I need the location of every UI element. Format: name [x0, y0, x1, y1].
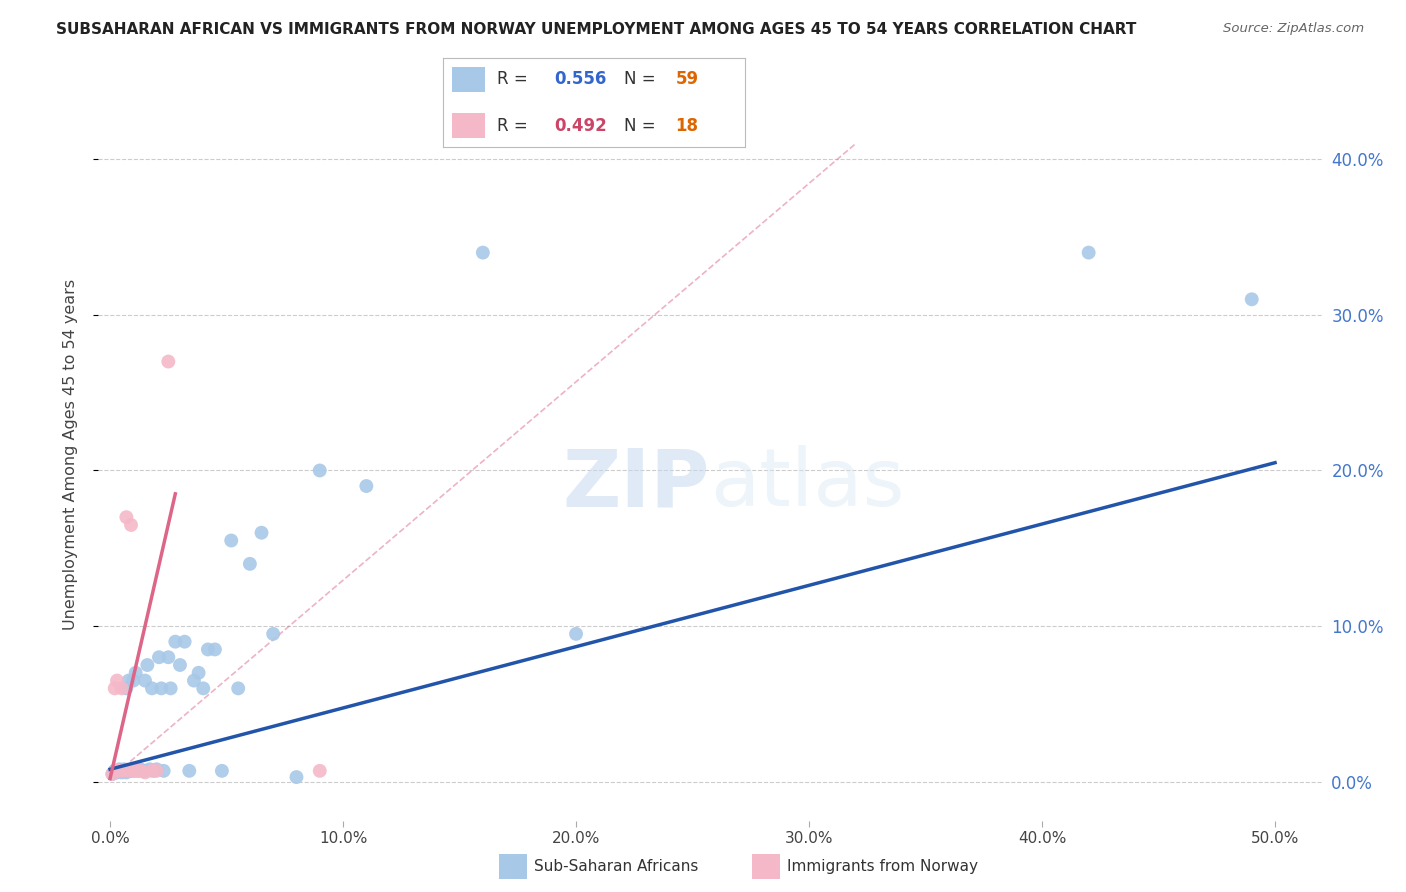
- Bar: [451, 67, 485, 92]
- Point: [193, 681, 215, 696]
- Point: [122, 673, 145, 688]
- Point: [145, 764, 167, 778]
- Point: [101, 767, 124, 781]
- Point: [108, 764, 131, 778]
- Point: [105, 765, 128, 780]
- Text: R =: R =: [498, 70, 533, 88]
- Point: [565, 627, 588, 641]
- Point: [134, 673, 156, 688]
- Point: [111, 764, 134, 778]
- Point: [127, 764, 149, 778]
- Text: ZIP: ZIP: [562, 445, 710, 524]
- Point: [159, 681, 181, 696]
- Point: [129, 762, 152, 776]
- Point: [226, 681, 249, 696]
- Text: Sub-Saharan Africans: Sub-Saharan Africans: [534, 859, 699, 873]
- Point: [157, 354, 180, 368]
- Point: [197, 642, 219, 657]
- Point: [105, 673, 128, 688]
- Point: [169, 658, 191, 673]
- Text: 0.492: 0.492: [555, 117, 607, 135]
- Point: [111, 681, 134, 696]
- Point: [118, 673, 141, 688]
- Text: R =: R =: [498, 117, 533, 135]
- Point: [173, 634, 195, 648]
- Point: [136, 658, 159, 673]
- Point: [1077, 245, 1099, 260]
- Point: [1240, 293, 1263, 307]
- Text: Source: ZipAtlas.com: Source: ZipAtlas.com: [1223, 22, 1364, 36]
- Point: [122, 764, 145, 778]
- Point: [141, 764, 163, 778]
- Point: [104, 764, 127, 778]
- Point: [122, 764, 145, 778]
- Point: [211, 764, 233, 778]
- Point: [134, 764, 156, 778]
- Point: [115, 510, 138, 524]
- Point: [308, 764, 330, 778]
- Point: [356, 479, 378, 493]
- Point: [471, 245, 494, 260]
- Point: [134, 765, 156, 780]
- Point: [131, 764, 153, 778]
- Bar: [451, 113, 485, 138]
- Point: [157, 650, 180, 665]
- Point: [308, 463, 330, 477]
- Point: [141, 681, 163, 696]
- Point: [204, 642, 226, 657]
- Point: [138, 762, 160, 776]
- Point: [118, 764, 141, 778]
- Point: [262, 627, 284, 641]
- Point: [104, 764, 127, 778]
- Point: [145, 762, 167, 776]
- Point: [250, 525, 273, 540]
- Text: 0.556: 0.556: [555, 70, 607, 88]
- Point: [239, 557, 262, 571]
- Point: [105, 764, 128, 778]
- Point: [118, 764, 141, 778]
- Point: [165, 634, 187, 648]
- Point: [101, 767, 124, 781]
- Text: 18: 18: [676, 117, 699, 135]
- Point: [105, 764, 128, 778]
- Point: [115, 765, 138, 780]
- Point: [104, 681, 127, 696]
- Point: [112, 764, 135, 778]
- Point: [285, 770, 308, 784]
- Text: Immigrants from Norway: Immigrants from Norway: [787, 859, 979, 873]
- Point: [108, 762, 131, 776]
- Point: [148, 650, 170, 665]
- Point: [112, 762, 135, 776]
- Point: [125, 764, 148, 778]
- Point: [108, 764, 131, 778]
- Point: [127, 762, 149, 776]
- Point: [129, 764, 152, 778]
- Point: [125, 762, 148, 776]
- Text: N =: N =: [624, 117, 661, 135]
- Point: [183, 673, 205, 688]
- Point: [143, 764, 166, 778]
- Point: [125, 665, 148, 680]
- Point: [179, 764, 201, 778]
- Point: [152, 764, 174, 778]
- Point: [115, 681, 138, 696]
- Point: [112, 764, 135, 778]
- Point: [115, 764, 138, 778]
- Point: [219, 533, 242, 548]
- Point: [120, 764, 142, 778]
- Point: [187, 665, 209, 680]
- Text: 59: 59: [676, 70, 699, 88]
- Text: SUBSAHARAN AFRICAN VS IMMIGRANTS FROM NORWAY UNEMPLOYMENT AMONG AGES 45 TO 54 YE: SUBSAHARAN AFRICAN VS IMMIGRANTS FROM NO…: [56, 22, 1136, 37]
- Point: [111, 765, 134, 780]
- Point: [120, 518, 142, 533]
- Text: N =: N =: [624, 70, 661, 88]
- Point: [150, 681, 173, 696]
- Y-axis label: Unemployment Among Ages 45 to 54 years: Unemployment Among Ages 45 to 54 years: [63, 279, 77, 631]
- Text: atlas: atlas: [710, 445, 904, 524]
